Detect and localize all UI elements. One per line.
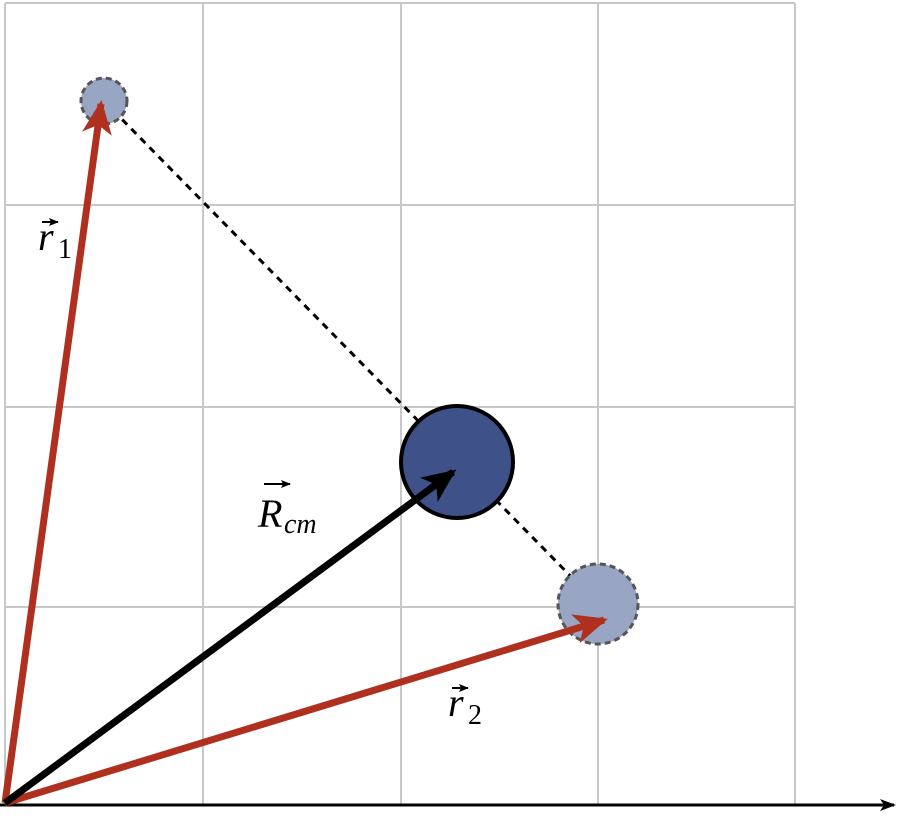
label-rcm: R cm bbox=[257, 480, 317, 540]
symbol: R bbox=[257, 491, 282, 536]
connecting-line bbox=[102, 99, 600, 606]
vector-r1 bbox=[1, 100, 112, 804]
mass-1 bbox=[79, 76, 129, 126]
label-r2: r 2 bbox=[448, 680, 482, 731]
subscript: cm bbox=[284, 509, 317, 540]
vector-r2 bbox=[3, 614, 608, 807]
subscript: 2 bbox=[468, 700, 482, 731]
subscript: 1 bbox=[58, 234, 72, 265]
label-r1: r 1 bbox=[38, 214, 72, 265]
symbol: r bbox=[448, 680, 464, 725]
vector-rcm bbox=[2, 469, 457, 806]
grid bbox=[4, 2, 796, 805]
symbol: r bbox=[38, 214, 54, 259]
